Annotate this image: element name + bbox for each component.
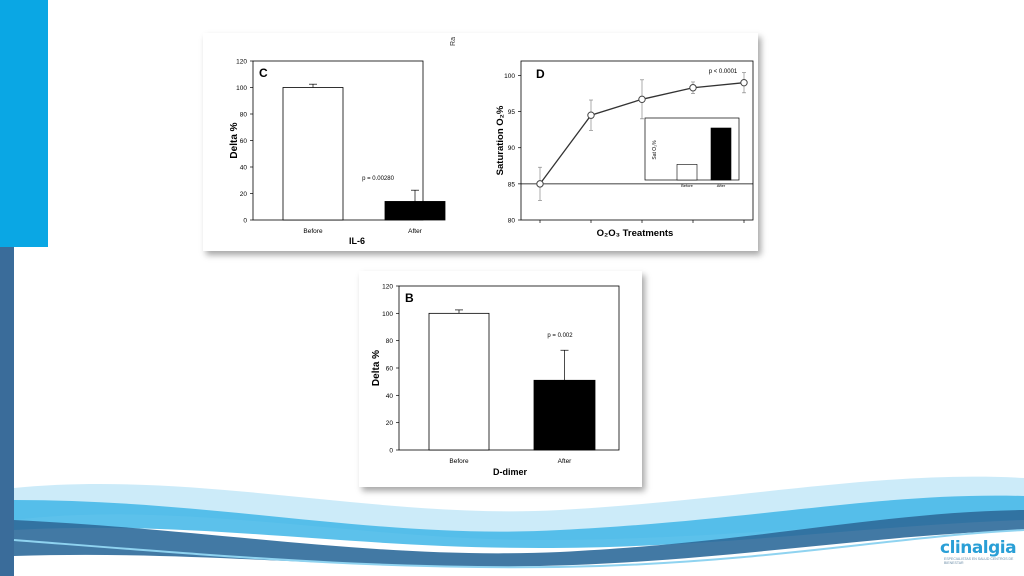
y-tick-label: 0 [243,218,247,225]
x-tick-label: Before [449,458,469,465]
x-axis-label: IL-6 [349,236,365,246]
x-tick-label: After [558,458,573,465]
plot-frame [520,60,754,221]
data-point [638,95,646,104]
y-tick-label: 100 [504,73,515,80]
y-axis-label: Delta % [371,350,382,386]
y-axis-label: Saturation O₂% [495,105,506,175]
y-tick-label: 95 [508,109,516,116]
chart-b: 0 20 40 60 80 100 120 Before After D-dimer Delta %… [371,284,620,477]
inset-bar-after [710,127,732,181]
y-tick-label: 120 [236,59,247,66]
y-tick-label: 80 [240,112,248,119]
data-point [536,180,544,188]
figure-panel-top: Ra 0 20 40 60 80 100 120 Before After IL-6 Delta %… [203,33,758,251]
x-tick-label: Before [303,228,323,235]
figure-panel-bottom: 0 20 40 60 80 100 120 Before After D-dimer Delta %… [359,271,642,487]
x-axis-label: D-dimer [493,467,528,477]
y-tick-label: 85 [508,181,516,188]
y-tick-label: 60 [240,138,248,145]
data-point [689,84,697,92]
accent-bar-top [0,0,48,247]
bar-after [533,379,596,451]
y-axis-label: Delta % [229,122,240,158]
brand-tagline: ESPECIALISTAS EN SALUD CENTROS DE BIENES… [944,557,1014,565]
inset-x-label: Before [681,183,694,188]
panel-letter: D [536,67,545,81]
chart-c: Ra 0 20 40 60 80 100 120 Before After IL-6 Delta %… [229,37,754,246]
y-tick-label: 100 [382,311,393,318]
bar-before [428,312,490,451]
data-point [740,78,748,87]
y-tick-label: 20 [386,420,394,427]
panel-letter: B [405,291,414,305]
y-tick-label: 20 [240,191,248,198]
y-tick-label: 100 [236,85,247,92]
y-tick-label: 60 [386,366,394,373]
p-value-annotation: p = 0.002 [547,333,573,339]
p-value-annotation: p < 0.0001 [709,69,738,75]
y-tick-label: 80 [508,218,516,225]
x-tick-label: After [408,228,423,235]
y-tick-label: 40 [386,393,394,400]
p-value-annotation: p = 0.00280 [362,176,395,182]
bar-before [282,87,344,221]
accent-bar-bottom [0,247,14,576]
panel-letter: C [259,66,268,80]
y-tick-label: 120 [382,284,393,291]
y-tick-label: 40 [240,165,248,172]
brand-logo: clinalgia [940,538,1017,558]
fragment-label: Ra [450,37,457,46]
inset-bar-before [676,164,698,181]
inset-x-label: After [717,183,726,188]
x-axis-label: O₂O₃ Treatments [597,228,674,239]
y-tick-label: 80 [386,338,394,345]
y-tick-label: 90 [508,145,516,152]
y-tick-label: 0 [389,448,393,455]
bar-after [384,201,446,221]
inset-y-label: Sat O₂% [652,140,658,160]
data-point [587,111,595,119]
